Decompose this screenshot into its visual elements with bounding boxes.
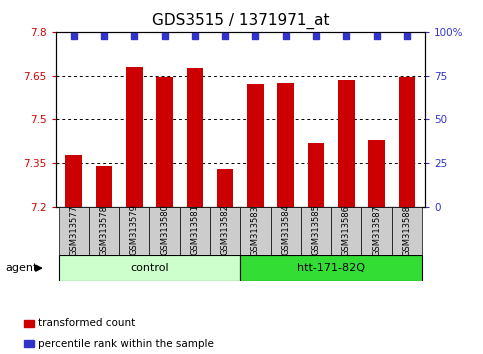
Point — [342, 33, 350, 39]
Bar — [331, 207, 361, 255]
Point — [191, 33, 199, 39]
Bar — [308, 143, 325, 207]
Text: GSM313581: GSM313581 — [190, 205, 199, 256]
Bar — [392, 207, 422, 255]
Text: GSM313585: GSM313585 — [312, 205, 321, 256]
Bar — [24, 340, 33, 347]
Text: htt-171-82Q: htt-171-82Q — [297, 263, 365, 273]
Bar — [89, 207, 119, 255]
Text: GSM313584: GSM313584 — [281, 205, 290, 256]
Text: GSM313579: GSM313579 — [130, 205, 139, 256]
Bar — [241, 207, 270, 255]
Point — [252, 33, 259, 39]
Point — [403, 33, 411, 39]
Bar — [338, 80, 355, 207]
Bar — [186, 68, 203, 207]
Bar — [58, 255, 241, 281]
Bar — [24, 320, 33, 327]
Bar — [361, 207, 392, 255]
Bar — [156, 77, 173, 207]
Point — [312, 33, 320, 39]
Text: transformed count: transformed count — [38, 318, 135, 328]
Text: GSM313588: GSM313588 — [402, 205, 412, 256]
Text: GSM313587: GSM313587 — [372, 205, 381, 256]
Bar — [119, 207, 149, 255]
Bar — [180, 207, 210, 255]
Point — [70, 33, 78, 39]
Bar — [247, 84, 264, 207]
Bar — [368, 140, 385, 207]
Bar — [270, 207, 301, 255]
Text: GSM313578: GSM313578 — [99, 205, 109, 256]
Point — [100, 33, 108, 39]
Text: GSM313583: GSM313583 — [251, 205, 260, 256]
Bar — [241, 255, 422, 281]
Bar — [96, 166, 113, 207]
Point — [282, 33, 290, 39]
Point — [373, 33, 381, 39]
Bar — [277, 83, 294, 207]
Bar — [58, 207, 89, 255]
Text: control: control — [130, 263, 169, 273]
Bar — [217, 169, 233, 207]
Bar — [301, 207, 331, 255]
Text: GSM313586: GSM313586 — [342, 205, 351, 256]
Bar — [65, 154, 82, 207]
Text: GSM313577: GSM313577 — [69, 205, 78, 256]
Text: GSM313580: GSM313580 — [160, 205, 169, 256]
Text: GSM313582: GSM313582 — [221, 205, 229, 256]
Text: agent: agent — [6, 263, 38, 273]
Bar — [210, 207, 241, 255]
Bar — [149, 207, 180, 255]
Bar — [126, 67, 142, 207]
Text: percentile rank within the sample: percentile rank within the sample — [38, 339, 214, 349]
Title: GDS3515 / 1371971_at: GDS3515 / 1371971_at — [152, 13, 329, 29]
Point — [130, 33, 138, 39]
Point — [221, 33, 229, 39]
Point — [161, 33, 169, 39]
Bar — [398, 77, 415, 207]
